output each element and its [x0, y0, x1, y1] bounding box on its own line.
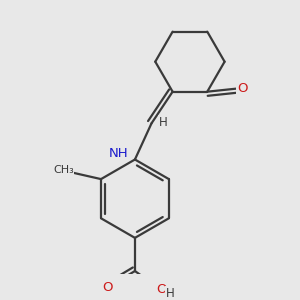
Text: NH: NH: [109, 147, 128, 160]
Text: O: O: [156, 283, 166, 296]
Text: H: H: [159, 116, 168, 129]
Text: O: O: [102, 281, 112, 294]
Text: CH₃: CH₃: [53, 165, 74, 175]
Text: O: O: [237, 82, 248, 95]
Text: H: H: [166, 287, 175, 300]
